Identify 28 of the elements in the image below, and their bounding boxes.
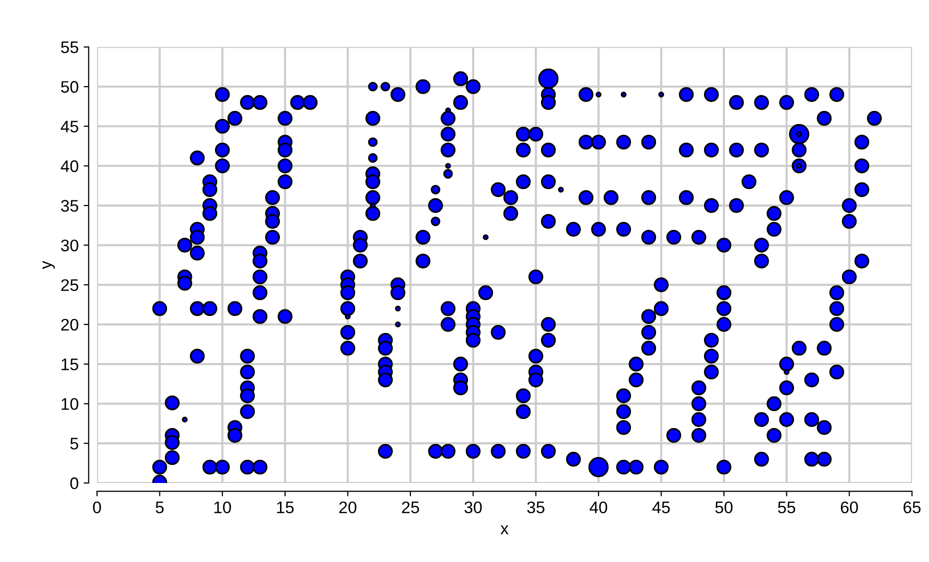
y-axis-title: y bbox=[42, 260, 55, 270]
y-tick-label: 5 bbox=[70, 438, 78, 450]
x-tick-label: 65 bbox=[904, 501, 921, 514]
y-tick-label: 20 bbox=[61, 318, 78, 331]
y-tick-label: 15 bbox=[62, 358, 78, 370]
x-tick-label: 25 bbox=[402, 501, 420, 514]
x-tick-label: 45 bbox=[652, 502, 670, 514]
x-tick-label: 30 bbox=[464, 501, 482, 514]
y-tick-label: 40 bbox=[60, 160, 78, 172]
x-tick-label: 40 bbox=[590, 501, 608, 514]
y-tick-label: 30 bbox=[61, 240, 78, 252]
x-tick-label: 20 bbox=[339, 501, 356, 514]
y-tick-label: 25 bbox=[61, 279, 78, 292]
y-tick-label: 0 bbox=[70, 477, 78, 490]
x-tick-label: 10 bbox=[214, 501, 231, 514]
y-tick-label: 10 bbox=[62, 398, 78, 410]
x-tick-label: 0 bbox=[93, 501, 101, 514]
y-tick-label: 50 bbox=[61, 81, 78, 93]
x-axis-title: x bbox=[500, 525, 508, 534]
x-tick-label: 15 bbox=[277, 502, 294, 514]
y-tick-label: 35 bbox=[61, 200, 78, 212]
x-tick-label: 50 bbox=[715, 501, 733, 514]
x-tick-label: 35 bbox=[527, 501, 544, 514]
x-tick-label: 55 bbox=[778, 502, 796, 514]
y-tick-label: 55 bbox=[61, 42, 78, 54]
x-tick-label: 5 bbox=[156, 502, 164, 514]
y-tick-label: 45 bbox=[60, 120, 78, 132]
x-tick-label: 60 bbox=[840, 501, 858, 514]
